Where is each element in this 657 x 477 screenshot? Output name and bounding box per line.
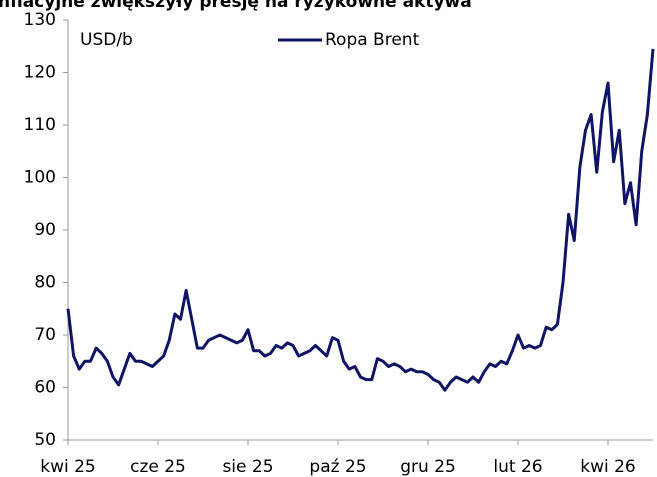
y-tick-label: 60 <box>34 378 56 398</box>
y-tick-label: 130 <box>24 10 56 30</box>
x-tick-label: paź 25 <box>309 457 366 477</box>
line-series <box>66 48 655 392</box>
y-tick-label: 50 <box>34 430 56 450</box>
x-tick-label: sie 25 <box>222 457 273 477</box>
y-tick-label: 120 <box>24 63 56 83</box>
x-tick-label: kwi 26 <box>580 457 636 477</box>
y-tick-label: 80 <box>34 273 56 293</box>
x-tick-label: lut 26 <box>493 457 542 477</box>
chart-title: nflacyjne zwiększyły presję na ryzykowne… <box>0 0 472 12</box>
x-tick-label: kwi 25 <box>40 457 96 477</box>
x-tick-label: gru 25 <box>400 457 456 477</box>
legend-label: Ropa Brent <box>325 30 420 50</box>
y-tick-label: 110 <box>24 115 56 135</box>
y-tick-label: 90 <box>34 220 56 240</box>
y-tick-label: 70 <box>34 325 56 345</box>
y-unit-label: USD/b <box>80 30 133 50</box>
x-tick-label: cze 25 <box>130 457 186 477</box>
y-tick-label: 100 <box>24 168 56 188</box>
